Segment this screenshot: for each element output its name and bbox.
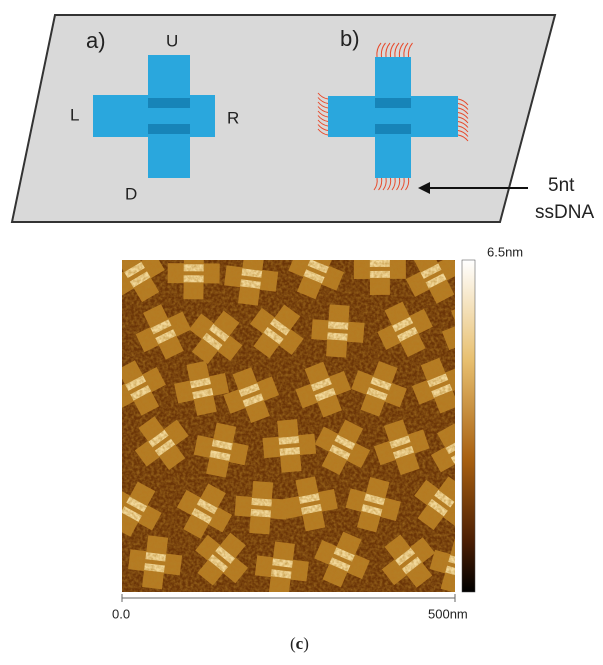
label: U <box>166 31 178 50</box>
afm-image <box>99 237 504 598</box>
figure: a) U L R D b) 5nt ssDNA 6.5nm 0.0 500nm … <box>0 0 603 660</box>
annotation: ssDNA <box>535 202 594 223</box>
label: b) <box>340 26 360 51</box>
caption: (c) <box>290 634 309 653</box>
scale-label: 0.0 <box>112 606 130 621</box>
annotation: 5nt <box>548 175 575 196</box>
label: D <box>125 184 137 203</box>
scale-label: 500nm <box>428 606 468 621</box>
label: R <box>227 108 239 127</box>
colorbar-label: 6.5nm <box>487 244 523 259</box>
label: a) <box>86 28 106 53</box>
caption-part: ) <box>303 634 309 653</box>
label: L <box>70 105 79 124</box>
colorbar <box>462 260 475 592</box>
